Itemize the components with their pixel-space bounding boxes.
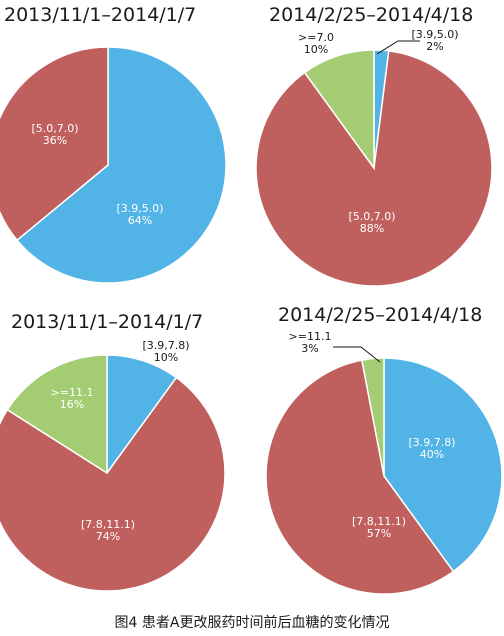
- slice-percent-label: 2%: [426, 40, 443, 53]
- slice-label: [7.8,11.1): [352, 515, 406, 528]
- slice-label: [7.8,11.1): [81, 518, 135, 531]
- slice-percent-label: 10%: [154, 351, 178, 364]
- slice-label: [3.9,7.8): [142, 339, 189, 352]
- slice-percent-label: 36%: [43, 134, 67, 147]
- slice-label: >=11.1: [51, 386, 94, 399]
- slice-label: >=7.0: [298, 31, 334, 44]
- slice-percent-label: 88%: [360, 222, 384, 235]
- slice-label: [3.9,5.0): [116, 202, 163, 215]
- pie-group: [3.9,5.0)64%[5.0,7.0)36%[3.9,5.0)2%[5.0,…: [0, 28, 503, 595]
- pie-slice: [361, 357, 385, 477]
- pie-slice: [265, 359, 455, 595]
- chart-title: 2013/11/1–2014/1/7: [4, 4, 196, 26]
- pie-slice: [303, 49, 375, 171]
- slice-percent-label: 10%: [304, 43, 328, 56]
- slice-label: >=11.1: [289, 330, 332, 343]
- pie-slice: [0, 46, 109, 242]
- slice-percent-label: 40%: [420, 448, 444, 461]
- slice-label: [5.0,7.0): [348, 210, 395, 223]
- label-leader-line: [376, 40, 420, 55]
- slice-percent-label: 64%: [128, 214, 152, 227]
- label-leader-line: [333, 346, 381, 363]
- pie-slice: [0, 376, 226, 592]
- slice-label: [3.9,7.8): [408, 436, 455, 449]
- pie-slice: [106, 354, 178, 476]
- slice-label: [5.0,7.0): [31, 122, 78, 135]
- chart-title: 2014/2/25–2014/4/18: [269, 4, 473, 26]
- slice-percent-label: 3%: [301, 342, 318, 355]
- pie-slice: [383, 357, 503, 573]
- chart-title: 2014/2/25–2014/4/18: [278, 304, 482, 326]
- slice-label: [3.9,5.0): [411, 28, 458, 41]
- chart-title: 2013/11/1–2014/1/7: [11, 311, 203, 333]
- slice-percent-label: 57%: [367, 527, 391, 540]
- figure-caption: 图4 患者A更改服药时间前后血糖的变化情况: [114, 615, 390, 631]
- pie-slice: [16, 46, 227, 284]
- slice-percent-label: 16%: [60, 398, 84, 411]
- pie-slice: [6, 354, 108, 475]
- slice-percent-label: 74%: [96, 530, 120, 543]
